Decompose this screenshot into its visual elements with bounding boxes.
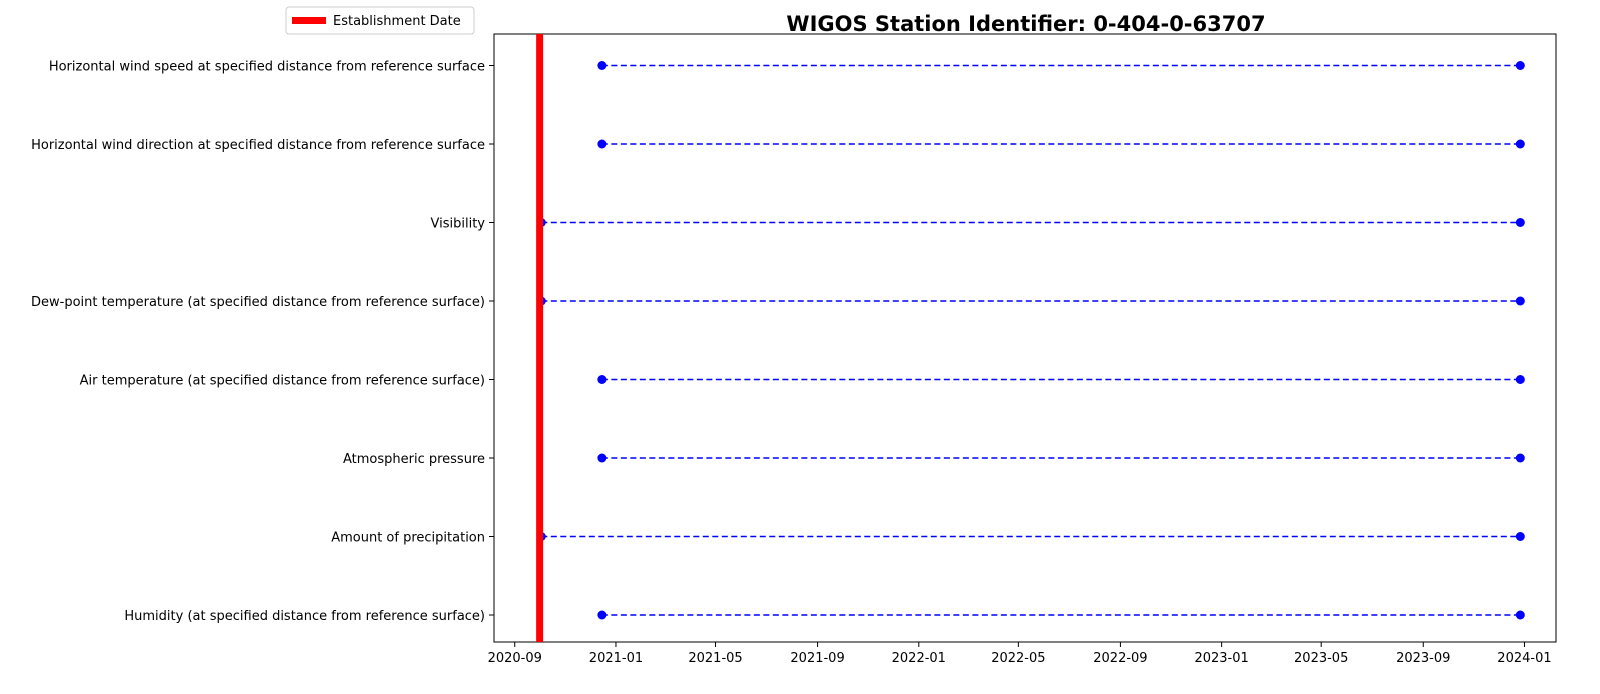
x-tick-label: 2024-01 [1497,651,1551,666]
y-tick-label: Horizontal wind speed at specified dista… [49,60,485,75]
plot-frame [493,33,1557,643]
y-tick-label: Atmospheric pressure [343,452,485,467]
x-tick-label: 2023-05 [1294,651,1348,666]
x-tick-label: 2023-09 [1396,651,1450,666]
x-tick-label: 2022-05 [991,651,1045,666]
series-start-point [597,139,607,149]
series-end-point [1515,453,1525,463]
series-end-point [1515,296,1525,306]
y-tick-label: Humidity (at specified distance from ref… [124,609,485,624]
x-tick-label: 2023-01 [1194,651,1248,666]
y-tick-label: Amount of precipitation [331,531,485,546]
series-end-point [1515,532,1525,541]
series-start-point [597,61,607,70]
legend-label-establishment: Establishment Date [333,14,461,29]
series-end-point [1515,61,1525,70]
series-end-point [1515,610,1525,620]
x-tick-label: 2022-09 [1093,651,1147,666]
x-tick-label: 2022-01 [892,651,946,666]
chart-title: WIGOS Station Identifier: 0-404-0-63707 [786,12,1265,36]
series-start-point [597,610,607,620]
y-tick-label: Visibility [431,217,486,232]
legend-box [285,6,475,35]
series-start-point [597,375,607,384]
y-tick-label: Air temperature (at specified distance f… [80,374,485,389]
legend: Establishment Date [285,6,475,35]
y-tick-label: Dew-point temperature (at specified dist… [31,295,485,310]
x-tick-label: 2021-01 [589,651,643,666]
x-tick-label: 2020-09 [488,651,542,666]
series-end-point [1515,375,1525,384]
y-tick-label: Horizontal wind direction at specified d… [31,138,485,153]
axes: 2020-09 2021-01 2021-05 2021-09 2022-01 2022-… [31,33,1557,666]
series-end-point [1515,139,1525,149]
x-tick-label: 2021-05 [688,651,742,666]
x-tick-label: 2021-09 [790,651,844,666]
series-start-point [597,453,607,463]
series-end-point [1515,218,1525,227]
